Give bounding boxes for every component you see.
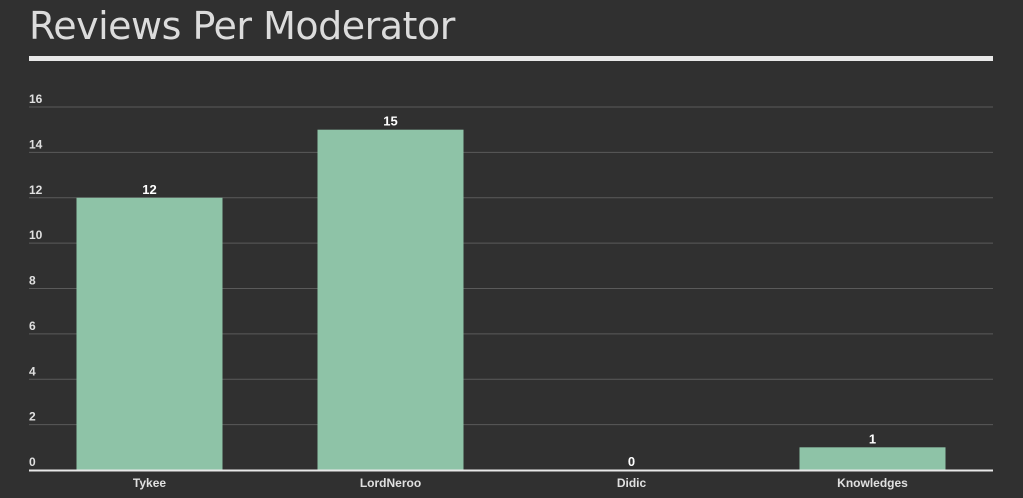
data-label: 12 — [142, 182, 156, 197]
data-label: 1 — [869, 431, 876, 446]
data-label: 0 — [628, 454, 635, 469]
y-tick-label: 14 — [29, 137, 43, 151]
data-labels: 12 15 0 1 — [142, 114, 876, 469]
x-tick-label: Didic — [617, 476, 647, 490]
y-tick-label: 0 — [29, 455, 36, 469]
y-tick-label: 4 — [29, 364, 36, 378]
bar — [317, 129, 464, 470]
data-label: 15 — [383, 114, 397, 129]
x-tick-label: LordNeroo — [360, 476, 421, 490]
x-tick-label: Tykee — [133, 476, 166, 490]
bar — [799, 447, 946, 470]
y-tick-label: 12 — [29, 183, 43, 197]
bars — [76, 129, 946, 470]
chart-title: Reviews Per Moderator — [29, 4, 455, 48]
y-tick-label: 2 — [29, 410, 36, 424]
y-tick-label: 6 — [29, 319, 36, 333]
title-divider — [29, 56, 993, 61]
y-tick-label: 10 — [29, 228, 43, 242]
y-tick-label: 8 — [29, 274, 36, 288]
bar — [76, 197, 223, 470]
x-axis-ticks: Tykee LordNeroo Didic Knowledges — [133, 476, 908, 490]
x-tick-label: Knowledges — [837, 476, 908, 490]
y-tick-label: 16 — [29, 92, 43, 106]
y-axis-ticks: 0 2 4 6 8 10 12 14 16 — [29, 92, 43, 469]
